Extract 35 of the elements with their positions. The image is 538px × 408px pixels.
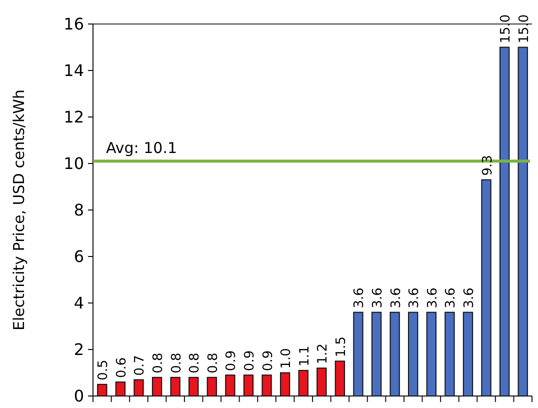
data-label: 3.6 (425, 288, 440, 308)
y-tick-label: 14 (64, 61, 84, 80)
data-label: 3.6 (370, 288, 386, 308)
data-label: 1.2 (316, 343, 331, 364)
y-axis-title: Electricity Price, USD cents/kWh (10, 90, 28, 330)
data-label: 1.1 (297, 346, 312, 366)
data-label: 15.0 (498, 14, 514, 44)
data-label: 0.9 (224, 350, 240, 372)
y-tick-label: 6 (74, 247, 84, 266)
y-tick-label: 4 (74, 294, 84, 313)
y-tick-label: 8 (74, 200, 84, 220)
data-label: 0.8 (151, 352, 166, 374)
data-label: 3.6 (352, 288, 368, 308)
data-label: 0.6 (114, 357, 130, 378)
data-label: 0.8 (169, 352, 184, 374)
data-label: 0.8 (188, 352, 203, 374)
data-label: 0.9 (260, 350, 276, 372)
y-tick-label: 10 (64, 154, 84, 174)
ref-line-label: Avg: 10.1 (106, 139, 178, 158)
data-label: 0.5 (96, 360, 112, 380)
data-label: 3.6 (388, 288, 404, 308)
y-tick-label: 0 (74, 386, 84, 406)
data-label: 0.8 (206, 352, 221, 374)
data-label: 0.9 (242, 350, 258, 372)
data-label: 9.3 (480, 155, 496, 176)
y-tick-label: 2 (74, 340, 84, 360)
data-label: 3.6 (444, 288, 459, 308)
data-label: 1.5 (334, 336, 349, 358)
data-label: 1.0 (279, 348, 294, 369)
data-label: 3.6 (462, 288, 477, 308)
data-label: 0.7 (132, 355, 148, 376)
data-label: 15.0 (516, 14, 532, 44)
data-label: 3.6 (407, 288, 422, 308)
y-tick-label: 12 (64, 108, 84, 127)
y-tick-label: 16 (64, 14, 84, 34)
